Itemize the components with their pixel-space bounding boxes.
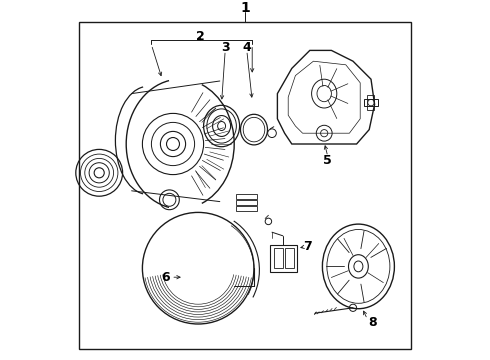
Bar: [236, 194, 257, 199]
Text: 4: 4: [243, 41, 251, 54]
Bar: [285, 248, 294, 268]
Text: 8: 8: [368, 316, 377, 329]
Bar: [236, 200, 257, 205]
Bar: [236, 206, 257, 211]
Bar: [364, 99, 378, 106]
Text: 6: 6: [162, 271, 170, 284]
Circle shape: [167, 138, 179, 150]
Text: 7: 7: [304, 240, 313, 253]
Text: 2: 2: [196, 30, 204, 43]
Text: 3: 3: [221, 41, 229, 54]
Bar: [270, 245, 297, 272]
Bar: [274, 248, 283, 268]
Bar: [368, 95, 374, 110]
Text: 5: 5: [323, 154, 332, 167]
Text: 1: 1: [240, 1, 250, 15]
